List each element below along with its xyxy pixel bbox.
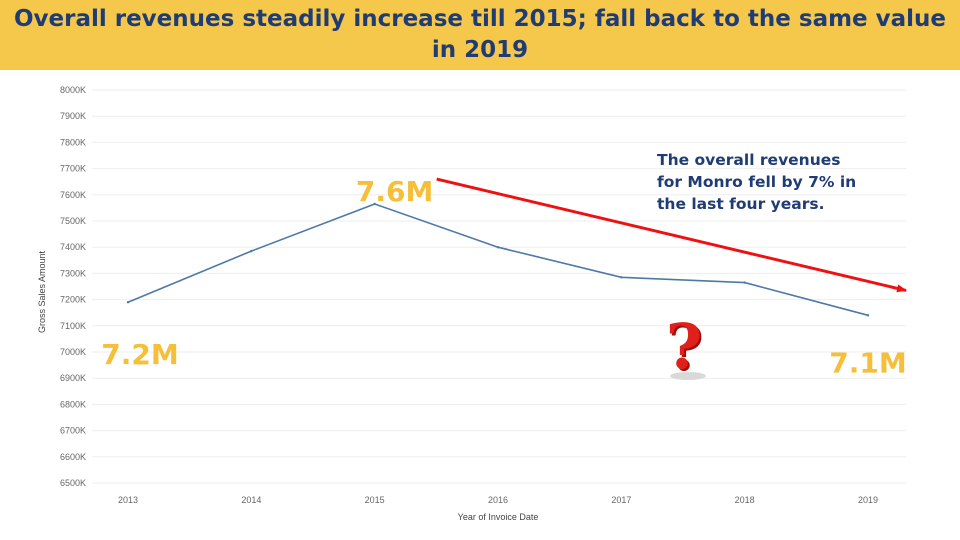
title-bar: Overall revenues steadily increase till … bbox=[0, 0, 960, 70]
x-tick-label: 2015 bbox=[365, 495, 385, 505]
x-axis-title: Year of Invoice Date bbox=[458, 512, 539, 522]
y-axis: 6500K 6600K 6700K 6800K 6900K 7000K 7100K 7200K… bbox=[60, 85, 86, 488]
y-tick-label: 6500K bbox=[60, 478, 86, 488]
data-point bbox=[373, 202, 376, 206]
y-tick-label: 6600K bbox=[60, 452, 86, 462]
y-tick-label: 7500K bbox=[60, 216, 86, 226]
y-tick-label: 7400K bbox=[60, 242, 86, 252]
data-point bbox=[866, 314, 870, 317]
data-point bbox=[620, 276, 623, 279]
y-tick-label: 7800K bbox=[60, 137, 86, 147]
value-label: 7.6M bbox=[356, 175, 433, 208]
x-axis: 2013 2014 2015 2016 2017 2018 2019 bbox=[118, 495, 878, 505]
trend-arrow bbox=[436, 177, 907, 293]
data-point bbox=[496, 246, 500, 249]
y-tick-label: 7100K bbox=[60, 321, 86, 331]
y-tick-label: 7300K bbox=[60, 268, 86, 278]
y-axis-title: Gross Sales Amount bbox=[37, 250, 47, 333]
data-point bbox=[743, 281, 746, 284]
y-tick-label: 7200K bbox=[60, 295, 86, 305]
page-title: Overall revenues steadily increase till … bbox=[13, 6, 947, 63]
value-label: 7.1M bbox=[829, 346, 906, 379]
y-tick-label: 6700K bbox=[60, 426, 86, 436]
x-tick-label: 2018 bbox=[735, 495, 755, 505]
y-tick-label: 7000K bbox=[60, 347, 86, 357]
data-point bbox=[126, 301, 130, 304]
x-tick-label: 2013 bbox=[118, 495, 138, 505]
y-tick-label: 6900K bbox=[60, 373, 86, 383]
y-tick-label: 7700K bbox=[60, 164, 86, 174]
x-tick-label: 2019 bbox=[858, 495, 878, 505]
value-label: 7.2M bbox=[101, 338, 178, 371]
data-points bbox=[126, 202, 870, 317]
y-tick-label: 7900K bbox=[60, 111, 86, 121]
x-tick-label: 2016 bbox=[488, 495, 508, 505]
annotation-line: for Monro fell by 7% in bbox=[657, 173, 856, 191]
value-labels: 7.2M 7.6M 7.1M bbox=[101, 175, 906, 379]
data-point bbox=[250, 249, 253, 253]
question-mark-icon: ? ? bbox=[666, 310, 706, 385]
svg-text:?: ? bbox=[666, 310, 702, 383]
annotation-line: The overall revenues bbox=[657, 151, 841, 169]
revenue-line-chart: 6500K 6600K 6700K 6800K 6900K 7000K 7100K 7200K… bbox=[37, 85, 907, 522]
annotation-text: The overall revenues for Monro fell by 7… bbox=[657, 151, 861, 213]
annotation-line: the last four years. bbox=[657, 195, 824, 213]
y-tick-label: 8000K bbox=[60, 85, 86, 95]
gridlines bbox=[92, 89, 906, 484]
x-tick-label: 2017 bbox=[611, 495, 631, 505]
y-tick-label: 6800K bbox=[60, 399, 86, 409]
svg-text:?: ? bbox=[668, 312, 704, 385]
x-tick-label: 2014 bbox=[241, 495, 261, 505]
y-tick-label: 7600K bbox=[60, 190, 86, 200]
